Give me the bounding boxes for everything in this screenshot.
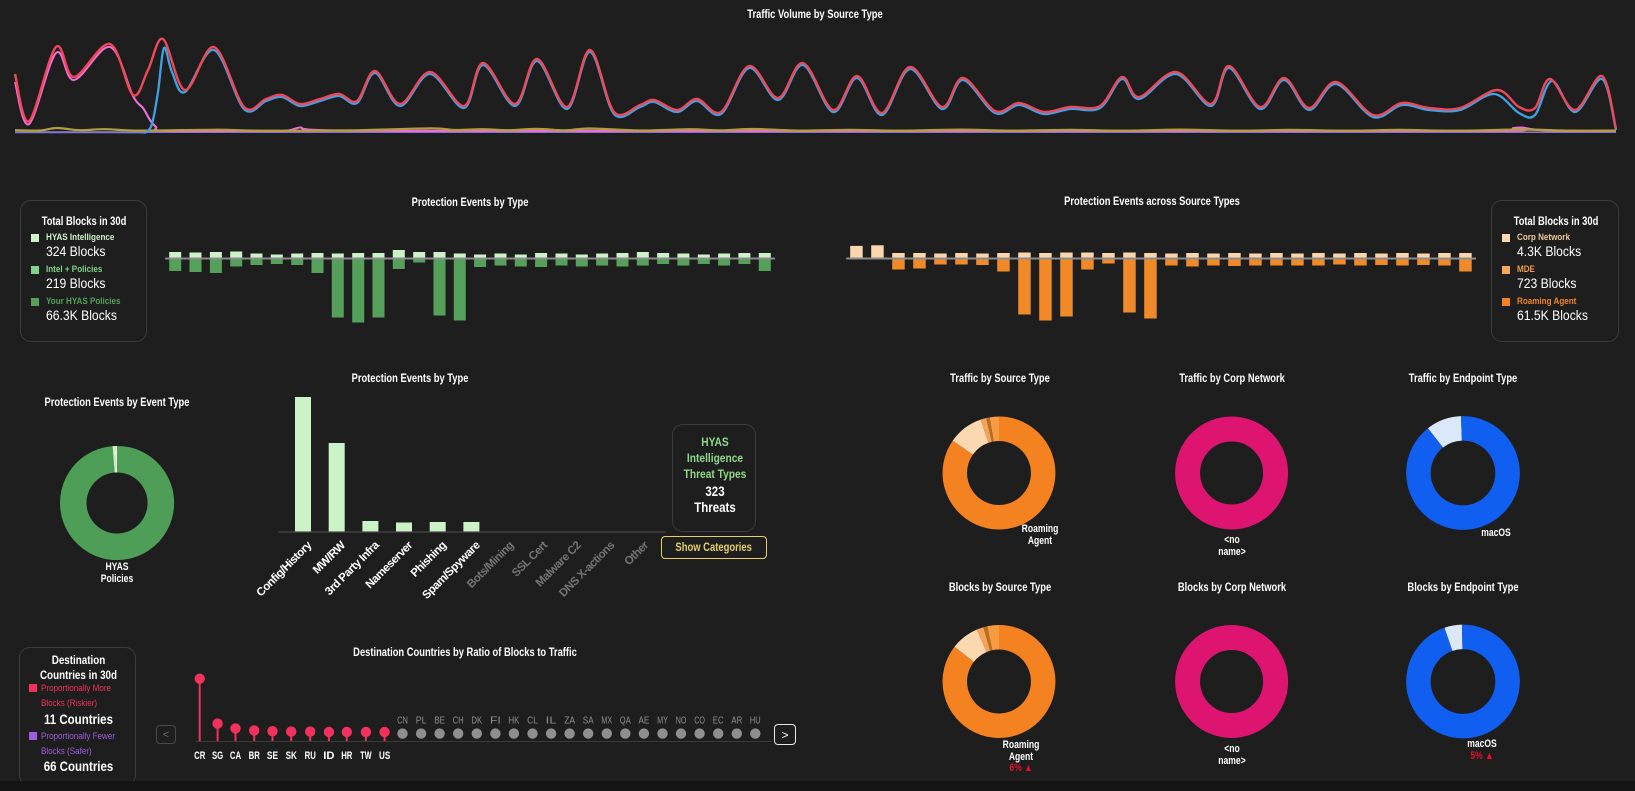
svg-text:CR: CR: [194, 750, 205, 762]
svg-text:MX: MX: [601, 716, 612, 727]
svg-text:HU: HU: [750, 716, 761, 727]
svg-text:US: US: [379, 750, 390, 762]
svg-text:AR: AR: [731, 716, 742, 727]
svg-text:CL: CL: [527, 716, 538, 727]
svg-text:CA: CA: [230, 750, 241, 762]
svg-text:RU: RU: [305, 750, 316, 762]
svg-text:SA: SA: [583, 716, 594, 727]
svg-text:BE: BE: [434, 716, 445, 727]
svg-text:HK: HK: [509, 716, 520, 727]
svg-text:QA: QA: [620, 716, 631, 727]
svg-text:FI: FI: [490, 716, 501, 727]
svg-text:TW: TW: [360, 750, 372, 762]
svg-text:CN: CN: [397, 716, 408, 727]
svg-text:NO: NO: [676, 716, 687, 727]
svg-text:HR: HR: [341, 750, 352, 762]
svg-text:SE: SE: [267, 750, 278, 762]
svg-text:BR: BR: [249, 750, 260, 762]
svg-text:ID: ID: [323, 750, 334, 762]
svg-text:IL: IL: [546, 716, 557, 727]
svg-text:PL: PL: [416, 716, 427, 727]
svg-text:CH: CH: [453, 716, 464, 727]
svg-text:SG: SG: [212, 750, 223, 762]
svg-text:MY: MY: [657, 716, 668, 727]
svg-text:SK: SK: [286, 750, 297, 762]
svg-text:CO: CO: [694, 716, 705, 727]
svg-text:EC: EC: [713, 716, 724, 727]
svg-text:AE: AE: [639, 716, 650, 727]
svg-text:DK: DK: [471, 716, 482, 727]
svg-text:ZA: ZA: [564, 716, 575, 727]
